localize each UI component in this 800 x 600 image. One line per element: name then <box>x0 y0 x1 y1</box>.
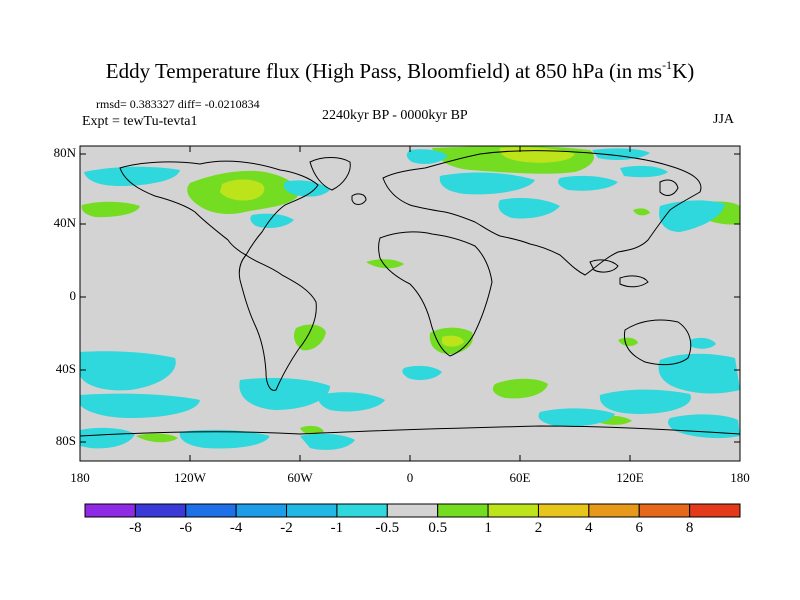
colorbar-swatch <box>336 503 388 518</box>
colorbar-label: 8 <box>685 520 694 536</box>
colorbar-label: -8 <box>129 520 142 536</box>
colorbar-label: -1 <box>330 520 344 536</box>
colorbar <box>84 503 741 518</box>
colorbar-label: 6 <box>635 520 643 536</box>
colorbar-swatch <box>386 503 439 518</box>
colorbar-swatch <box>437 503 489 518</box>
colorbar-label: 4 <box>585 520 593 536</box>
colorbar-label: 1 <box>484 520 492 536</box>
lon-tick-label: 180 <box>730 470 750 485</box>
stats-label: rmsd= 0.383327 diff= -0.0210834 <box>96 97 260 111</box>
colorbar-swatch <box>134 503 187 518</box>
axis-ticks <box>80 146 740 461</box>
colorbar-swatch <box>286 503 338 518</box>
lat-tick-label: 0 <box>69 288 77 303</box>
coastlines <box>79 150 741 437</box>
colorbar-swatch <box>487 503 539 518</box>
lat-tick-label: 80N <box>53 145 76 160</box>
season-label: JJA <box>713 112 735 127</box>
lon-tick-label: 60W <box>287 470 313 485</box>
period-label: 2240kyr BP - 0000kyr BP <box>322 108 468 123</box>
colorbar-swatch <box>185 503 237 518</box>
chart-title: Eddy Temperature flux (High Pass, Bloomf… <box>105 58 695 83</box>
colorbar-label: -4 <box>229 520 243 536</box>
colorbar-swatch <box>537 503 590 518</box>
lat-tick-label: 80S <box>55 433 76 448</box>
colorbar-label: -0.5 <box>375 520 400 536</box>
colorbar-label: 2 <box>534 520 543 536</box>
lat-tick-label: 40S <box>55 361 76 376</box>
lon-tick-label: 0 <box>406 470 414 485</box>
colorbar-label: 0.5 <box>428 520 448 536</box>
lon-tick-label: 120W <box>174 470 206 485</box>
colorbar-swatch <box>638 503 691 518</box>
map-plot-area <box>79 145 741 462</box>
lat-tick-label: 40N <box>53 215 76 230</box>
colorbar-swatch <box>689 503 741 518</box>
colorbar-swatch <box>588 503 640 518</box>
colorbar-swatch <box>84 503 136 518</box>
lon-tick-label: 60E <box>509 470 531 485</box>
colorbar-swatch <box>235 503 288 518</box>
lon-tick-label: 180 <box>70 470 90 485</box>
colorbar-label: -6 <box>179 520 193 536</box>
negative-anomaly-patches <box>80 148 740 450</box>
lon-tick-label: 120E <box>616 470 644 485</box>
colorbar-label: -2 <box>280 520 293 536</box>
experiment-label: Expt = tewTu-tevta1 <box>82 114 198 129</box>
